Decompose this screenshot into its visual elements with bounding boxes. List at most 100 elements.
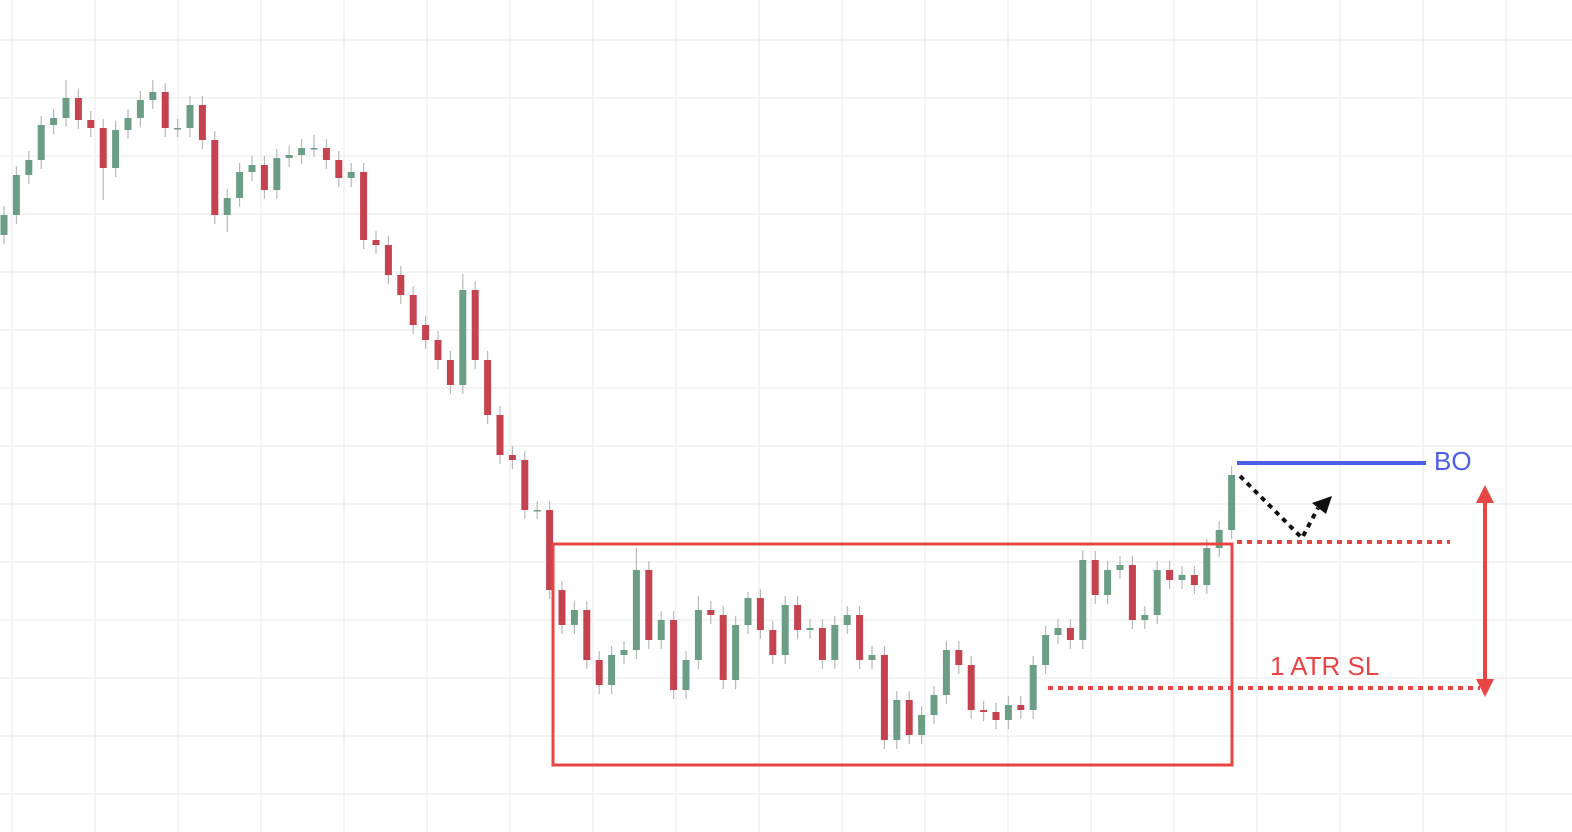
candle-body <box>223 198 231 215</box>
candle-body <box>818 628 826 660</box>
candle-body <box>1215 530 1223 548</box>
candle-body <box>1128 565 1136 620</box>
candle-body <box>942 650 950 695</box>
candle-body <box>260 165 268 190</box>
candle-body <box>1066 628 1074 640</box>
candle-body <box>533 510 541 512</box>
candle-body <box>347 172 355 178</box>
candle-body <box>74 98 82 120</box>
candle-body <box>1178 575 1186 580</box>
candle-body <box>1228 475 1236 530</box>
stop-label: 1 ATR SL <box>1270 651 1379 681</box>
candle-body <box>1116 565 1124 570</box>
candle-body <box>198 105 206 140</box>
candle-body <box>298 148 306 155</box>
candle-body <box>707 610 715 615</box>
candle-body <box>744 598 752 625</box>
candle-body <box>856 615 864 660</box>
candle-body <box>459 290 467 385</box>
candle-body <box>657 620 665 640</box>
candle-body <box>124 118 132 130</box>
candle-body <box>1104 570 1112 595</box>
candle-body <box>632 570 640 650</box>
candle-body <box>335 160 343 178</box>
candle-body <box>446 360 454 385</box>
candles <box>0 80 1236 749</box>
candle-body <box>732 625 740 680</box>
candle-body <box>1004 705 1012 720</box>
candle-body <box>211 140 219 215</box>
candle-body <box>620 650 628 655</box>
range-box <box>551 542 1234 767</box>
candle-body <box>1054 628 1062 635</box>
candle-body <box>781 605 789 655</box>
candle-body <box>360 172 368 240</box>
candle-body <box>1153 570 1161 615</box>
candle-body <box>558 590 566 625</box>
candle-body <box>136 100 144 118</box>
candle-body <box>62 98 70 118</box>
candle-body <box>608 655 616 685</box>
candle-body <box>409 295 417 325</box>
candle-body <box>905 700 913 735</box>
candle-body <box>583 610 591 660</box>
candle-body <box>794 605 802 630</box>
candle-body <box>756 598 764 630</box>
candle-body <box>1203 548 1211 585</box>
candle-body <box>50 118 58 125</box>
candle-body <box>955 650 963 665</box>
retest-arrow <box>1238 474 1332 542</box>
candle-body <box>87 120 95 128</box>
candle-body <box>918 715 926 735</box>
candle-body <box>1029 665 1037 710</box>
candle-body <box>25 160 33 175</box>
candle-body <box>930 695 938 715</box>
candle-body <box>471 290 479 360</box>
candle-body <box>322 148 330 160</box>
candle-body <box>12 175 20 215</box>
candle-body <box>694 610 702 660</box>
candle-body <box>508 455 516 460</box>
candle-body <box>769 630 777 655</box>
candle-body <box>880 655 888 740</box>
candle-body <box>1190 575 1198 585</box>
candle-body <box>112 130 120 168</box>
candle-body <box>186 105 194 128</box>
candle-body <box>149 92 157 100</box>
candle-body <box>1091 560 1099 595</box>
candle-body <box>719 615 727 680</box>
candle-body <box>422 325 430 340</box>
candle-body <box>546 510 554 590</box>
candle-body <box>384 245 392 275</box>
candle-body <box>434 340 442 360</box>
candle-body <box>161 92 169 128</box>
candle-body <box>831 625 839 660</box>
candle-body <box>496 415 504 455</box>
stop-distance-arrow <box>1476 485 1494 697</box>
candle-body <box>397 275 405 295</box>
candle-body <box>570 610 578 625</box>
candle-body <box>37 125 45 160</box>
candle-body <box>372 240 380 245</box>
candle-body <box>0 215 8 235</box>
candle-body <box>273 158 281 190</box>
candle-body <box>1017 705 1025 710</box>
candle-body <box>893 700 901 740</box>
candle-body <box>682 660 690 690</box>
candle-body <box>595 660 603 685</box>
candle-body <box>1141 615 1149 620</box>
candle-body <box>285 155 293 158</box>
candle-body <box>484 360 492 415</box>
candle-body <box>868 655 876 660</box>
candle-body <box>236 172 244 198</box>
candle-body <box>1166 570 1174 580</box>
candle-body <box>967 665 975 710</box>
candle-body <box>248 165 256 172</box>
candle-body <box>992 712 1000 720</box>
candle-body <box>99 128 107 168</box>
candle-body <box>980 710 988 712</box>
candle-body <box>670 620 678 690</box>
candle-body <box>1042 635 1050 665</box>
